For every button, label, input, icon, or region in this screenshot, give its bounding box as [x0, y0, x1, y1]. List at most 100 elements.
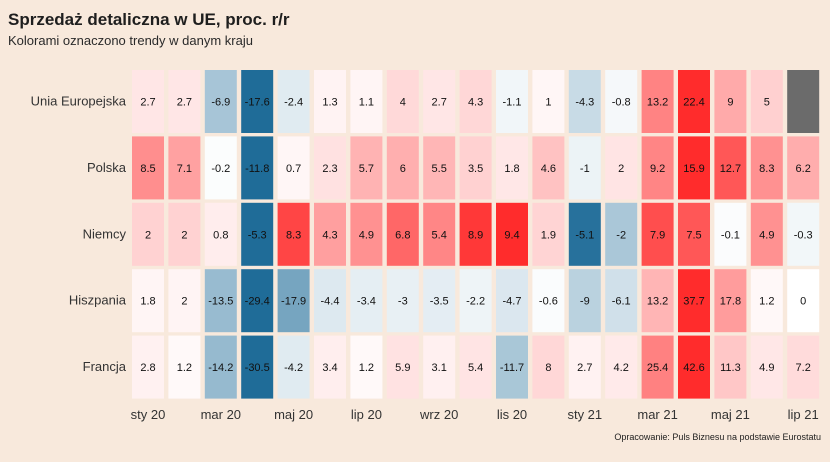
- x-tick-label: wrz 20: [419, 407, 458, 422]
- cell-value-label: 0: [800, 296, 806, 308]
- x-tick-label: mar 20: [201, 407, 241, 422]
- cell-value-label: 5: [764, 97, 770, 109]
- cell-value-label: 2.7: [177, 97, 192, 109]
- cell-value-label: 3.1: [432, 362, 447, 374]
- row-label: Francja: [83, 359, 127, 374]
- cell-value-label: 4.9: [759, 229, 774, 241]
- x-tick-label: maj 20: [274, 407, 313, 422]
- cell-value-label: 0.7: [286, 163, 301, 175]
- heatmap-cell: [496, 335, 528, 399]
- x-tick-label: lip 21: [788, 407, 819, 422]
- cell-value-label: 6.8: [395, 229, 410, 241]
- heatmap-cell: [787, 335, 820, 399]
- heatmap-cell: [386, 335, 419, 399]
- cell-value-label: 5.5: [432, 163, 447, 175]
- cell-value-label: -30.5: [245, 362, 270, 374]
- cell-value-label: -17.6: [245, 97, 270, 109]
- cell-value-label: 1.2: [759, 296, 774, 308]
- cell-value-label: -5.1: [575, 229, 594, 241]
- heatmap-cell: [241, 202, 274, 266]
- heatmap-cell: [350, 136, 383, 200]
- cell-value-label: 42.6: [683, 362, 704, 374]
- cell-value-label: -0.2: [211, 163, 230, 175]
- heatmap-cell: [459, 136, 492, 200]
- cell-value-label: -2.4: [284, 97, 303, 109]
- heatmap-cell: [132, 202, 164, 266]
- heatmap-cell: [750, 202, 783, 266]
- heatmap-cell: [168, 335, 201, 399]
- cell-value-label: 3.4: [322, 362, 337, 374]
- cell-value-label: -4.4: [321, 296, 340, 308]
- cell-value-label: -1.1: [503, 97, 522, 109]
- heatmap-cell: [750, 136, 783, 200]
- heatmap-cell: [204, 136, 237, 200]
- x-tick-label: maj 21: [711, 407, 750, 422]
- heatmap-cell: [459, 70, 492, 133]
- heatmap-cell: [678, 202, 710, 266]
- heatmap-cell: [168, 202, 201, 266]
- cell-value-label: 15.9: [683, 163, 704, 175]
- heatmap-cell: [605, 136, 638, 200]
- heatmap-cell: [532, 202, 565, 266]
- heatmap-cell: [532, 335, 565, 399]
- cell-value-label: 5.4: [468, 362, 483, 374]
- heatmap-cell: [714, 136, 747, 200]
- heatmap-cell: [714, 202, 747, 266]
- heatmap-cell: [386, 269, 419, 333]
- cell-value-label: 4.9: [359, 229, 374, 241]
- heatmap-cell: [787, 269, 820, 333]
- chart-subtitle: Kolorami oznaczono trendy w danym kraju: [8, 33, 253, 48]
- cell-value-label: 8.9: [468, 229, 483, 241]
- cell-value-label: -5.3: [248, 229, 267, 241]
- heatmap-cell: [641, 335, 674, 399]
- heatmap-cell: [605, 269, 638, 333]
- heatmap-cell: [168, 136, 201, 200]
- heatmap-cell: [532, 269, 565, 333]
- cell-value-label: 1.8: [140, 296, 155, 308]
- cell-value-label: 0.8: [213, 229, 228, 241]
- cell-value-label: 5.7: [359, 163, 374, 175]
- heatmap-cell: [568, 136, 601, 200]
- cell-value-label: 7.2: [796, 362, 811, 374]
- row-label: Polska: [87, 160, 127, 175]
- cell-value-label: 7.1: [177, 163, 192, 175]
- heatmap-cell: [132, 136, 164, 200]
- heatmap-cell: [314, 70, 346, 133]
- heatmap-cell: [386, 70, 419, 133]
- cell-value-label: 2.8: [140, 362, 155, 374]
- cell-value-label: 2: [618, 163, 624, 175]
- cell-value-label: -1: [580, 163, 590, 175]
- heatmap-cell: [605, 335, 638, 399]
- heatmap-cell: [787, 70, 820, 133]
- heatmap-cell: [678, 70, 710, 133]
- heatmap-cell: [241, 70, 274, 133]
- cell-value-label: 1.8: [504, 163, 519, 175]
- heatmap-cell: [605, 70, 638, 133]
- heatmap-cell: [314, 202, 346, 266]
- heatmap-cell: [350, 335, 383, 399]
- cell-value-label: 6: [400, 163, 406, 175]
- cell-value-label: 1.1: [359, 97, 374, 109]
- cell-value-label: 2.7: [140, 97, 155, 109]
- heatmap-cell: [277, 136, 310, 200]
- cell-value-label: 2: [181, 229, 187, 241]
- cell-value-label: -6.1: [612, 296, 631, 308]
- heatmap-cell: [423, 202, 456, 266]
- cell-value-label: -17.9: [281, 296, 306, 308]
- cell-value-label: 22.4: [683, 97, 704, 109]
- heatmap-cell: [168, 70, 201, 133]
- heatmap-cell: [459, 335, 492, 399]
- heatmap-cell: [277, 70, 310, 133]
- cell-value-label: -2: [616, 229, 626, 241]
- heatmap-cell: [423, 70, 456, 133]
- heatmap-cell: [568, 269, 601, 333]
- heatmap-cell: [132, 70, 164, 133]
- heatmap-cell: [241, 136, 274, 200]
- cell-value-label: -4.3: [575, 97, 594, 109]
- cell-value-label: 2: [145, 229, 151, 241]
- cell-value-label: -29.4: [245, 296, 270, 308]
- cell-value-label: -3.5: [430, 296, 449, 308]
- heatmap-cells: 2.7 2.7 -6.9 -17.6 -2.4 1.3 1.1 4 2.7 4.3 -1.1 1 -4.…: [132, 70, 820, 399]
- heatmap-cell: [350, 70, 383, 133]
- cell-value-label: 5.4: [432, 229, 447, 241]
